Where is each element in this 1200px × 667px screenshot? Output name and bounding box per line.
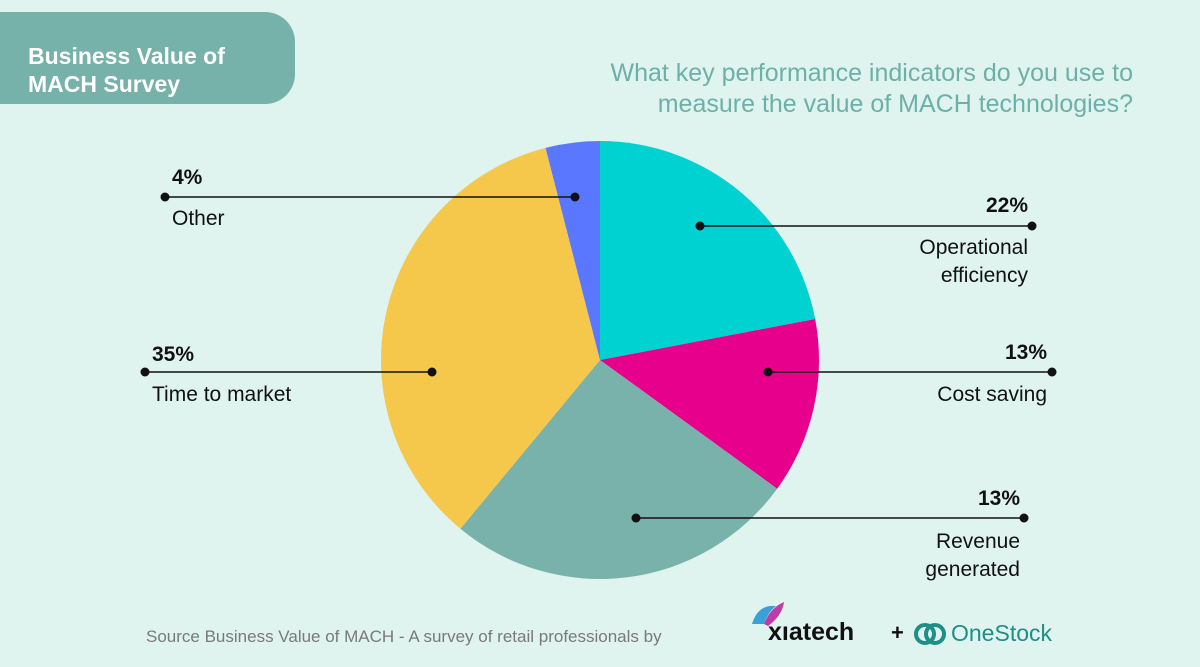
leader-other-dot-1 <box>160 192 170 202</box>
chart-question: What key performance indicators do you u… <box>610 59 1134 118</box>
label-operational-efficiency: Operational efficiency <box>919 236 1028 287</box>
plus-sign: + <box>891 620 904 645</box>
pct-label-cost-saving: 13% <box>1004 341 1047 364</box>
leader-operational-efficiency-dot-0 <box>695 221 705 231</box>
leader-cost-saving-dot-1 <box>1047 367 1057 377</box>
pct-label-time-to-market: 35% <box>152 343 195 366</box>
label-cost-saving: Cost saving <box>937 383 1047 406</box>
label-time-to-market: Time to market <box>152 383 292 406</box>
label-revenue-generated: Revenue generated <box>925 530 1020 581</box>
slice-cost-saving <box>600 318 819 489</box>
onestock-logo-icon <box>914 623 946 645</box>
source-text: Source Business Value of MACH - A survey… <box>146 627 662 646</box>
xiatech-logo-text: xıatech <box>768 618 855 646</box>
badge-title: Business Value of MACH Survey <box>28 43 225 97</box>
leader-cost-saving-dot-0 <box>763 367 773 377</box>
leader-revenue-generated-dot-1 <box>1019 513 1029 523</box>
onestock-logo-text: OneStock <box>951 620 1052 646</box>
xiatech-logo-icon <box>752 602 784 626</box>
pct-label-revenue-generated: 13% <box>977 487 1020 510</box>
slice-other <box>545 141 600 360</box>
label-other: Other <box>172 207 225 230</box>
pct-label-other: 4% <box>172 166 203 189</box>
slice-operational-efficiency <box>600 141 816 360</box>
slice-revenue-generated <box>460 360 778 579</box>
leader-revenue-generated-dot-0 <box>631 513 641 523</box>
leader-other-dot-0 <box>570 192 580 202</box>
slice-time-to-market <box>381 147 600 529</box>
leader-operational-efficiency-dot-1 <box>1027 221 1037 231</box>
leader-time-to-market-dot-1 <box>140 367 150 377</box>
survey-badge: Business Value of MACH Survey <box>0 12 295 104</box>
pct-label-operational-efficiency: 22% <box>985 194 1028 217</box>
leader-time-to-market-dot-0 <box>427 367 437 377</box>
